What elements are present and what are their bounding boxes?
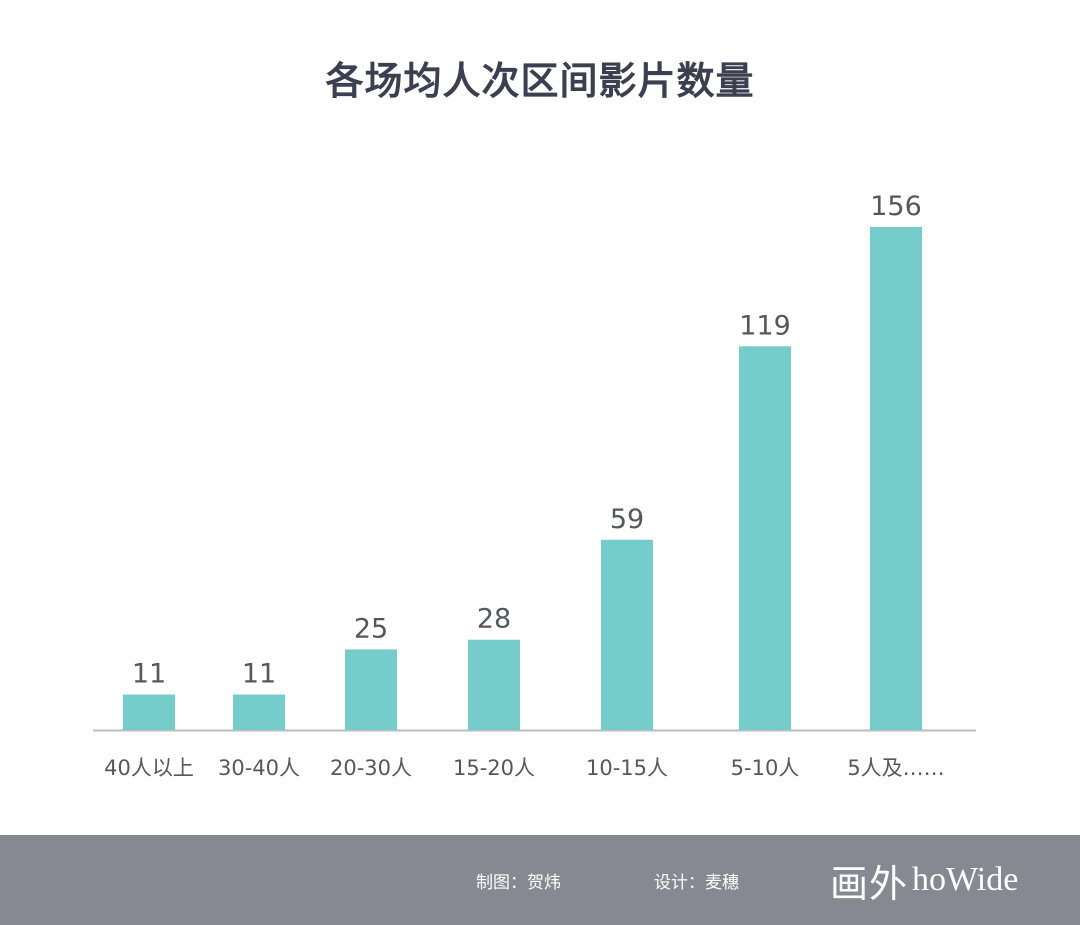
bar-chart: 11 40人以上 11 30-40人 25 20-30人 28 15-20人 59 10-15人 1…: [93, 191, 976, 780]
bar: [601, 539, 653, 730]
category-label: 5-10人: [731, 756, 800, 780]
bar-value-label: 156: [870, 191, 922, 222]
logo-english-text: hoWide: [912, 861, 1019, 898]
design-credit: 设计：麦穗: [654, 873, 739, 893]
howide-logo: 画外 hoWide: [830, 855, 1019, 906]
category-label: 20-30人: [330, 756, 412, 780]
bar-value-label: 11: [242, 659, 276, 690]
footer-bar: 制图：贺炜 设计：麦穗 画外 hoWide: [0, 835, 1080, 925]
bar: [739, 346, 791, 730]
category-label: 40人以上: [104, 756, 194, 780]
bar-value-label: 28: [477, 604, 511, 635]
bar-value-label: 119: [739, 310, 791, 341]
logo-chinese-text: 画外: [830, 861, 909, 906]
bar: [345, 649, 397, 730]
bar-value-label: 11: [132, 659, 166, 690]
bar: [123, 694, 175, 730]
bar: [468, 639, 520, 730]
chart-title: 各场均人次区间影片数量: [325, 59, 755, 103]
category-label: 10-15人: [586, 756, 668, 780]
category-label: 15-20人: [453, 756, 535, 780]
category-label: 5人及……: [847, 756, 944, 780]
bar: [870, 227, 922, 730]
category-label: 30-40人: [218, 756, 300, 780]
bar: [233, 694, 285, 730]
chart-credit: 制图：贺炜: [476, 873, 561, 893]
bar-value-label: 25: [354, 613, 388, 644]
bar-value-label: 59: [610, 504, 644, 535]
